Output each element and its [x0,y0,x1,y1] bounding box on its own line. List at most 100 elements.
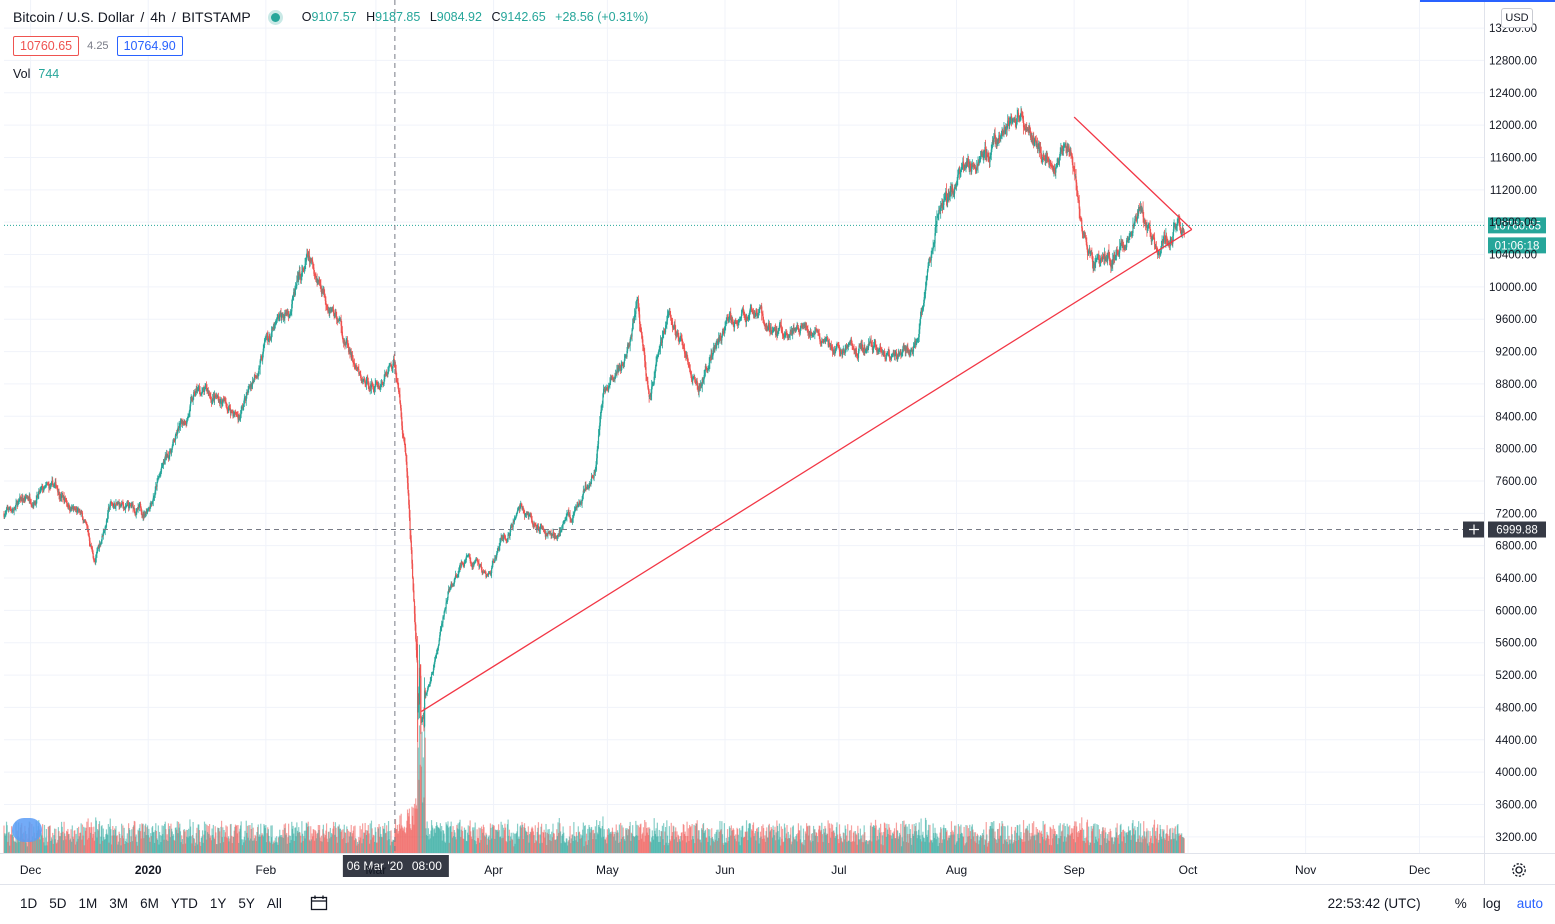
volume-bar [103,839,106,853]
volume-bar [874,828,876,853]
volume-bar [247,837,249,853]
volume-bar [1084,838,1086,853]
volume-bar [257,824,259,853]
candle-body [622,364,624,366]
candle-body [87,528,89,533]
volume-bar [494,838,496,853]
volume-bar [1123,836,1125,853]
volume-bar [241,839,243,853]
candle-body [551,534,553,536]
candle-body [609,377,612,383]
candle-body [428,685,430,687]
volume-bar [41,835,43,853]
candle-body [910,349,912,353]
volume-bar [842,842,844,853]
candle-body [83,520,85,522]
candle-body [328,310,330,314]
volume-bar [1141,842,1143,853]
volume-bar [562,826,564,853]
volume-bar [208,833,210,853]
volume-bar [988,841,990,853]
candle-body [872,349,874,351]
candle-body [60,495,63,499]
candle-body [384,374,386,380]
candle-body [879,346,881,350]
volume-bar [232,836,234,853]
volume-bar [570,843,572,853]
candle-body [682,341,684,346]
volume-bar [86,821,88,853]
volume-bar [313,829,315,853]
candle-body [460,562,462,567]
volume-bar [859,839,861,853]
volume-bar [220,820,223,853]
volume-bar [1030,836,1032,853]
volume-bar [666,820,668,853]
candle-body [334,314,336,316]
volume-bar [410,830,412,853]
volume-bar [4,835,6,853]
candle-body [286,311,288,314]
volume-bar [1107,834,1109,853]
volume-bar [824,825,826,853]
candle-body [866,348,868,350]
volume-bar [926,836,929,853]
candle-body [102,532,104,537]
volume-bar [1175,834,1177,853]
candle-body [649,396,651,397]
volume-bar [367,825,369,853]
volume-bar [689,824,691,853]
volume-bar [954,844,956,853]
volume-bar [390,830,392,853]
volume-bar [520,825,522,853]
volume-bar [808,825,810,853]
volume-bar [746,831,748,853]
volume-bar [406,820,408,853]
volume-bar [631,833,633,853]
volume-bar [960,824,962,853]
candle-body [351,354,354,359]
volume-bar [854,831,856,853]
candle-body [135,511,137,516]
volume-bar [243,836,245,853]
candle-body [397,382,399,388]
candle-body [613,378,615,380]
volume-bar [775,832,777,853]
candle-body [854,351,856,353]
candle-body [683,347,685,349]
candle-body [6,507,8,509]
candle-body [286,311,288,314]
volume-bar [979,836,981,853]
candle-body [239,418,241,420]
volume-bar [200,837,202,853]
volume-bar [876,840,878,853]
volume-bar [1102,827,1104,853]
volume-bar [670,822,672,853]
volume-bar [685,835,687,853]
volume-bar [91,837,94,853]
volume-bar [784,827,786,853]
candle-body [240,410,242,415]
volume-bar [1096,841,1099,853]
candle-body [823,339,825,341]
volume-bar [630,840,632,853]
candle-body [360,374,362,379]
candle-body [828,342,830,346]
volume-bar [369,823,371,853]
volume-bar [452,826,454,853]
candle-body [214,395,216,400]
volume-bar [561,835,563,853]
candle-body [741,310,743,314]
volume-bar [886,829,889,853]
volume-bar [859,828,861,853]
volume-bar [754,831,756,853]
volume-bar [166,834,168,853]
candle-body [270,337,272,339]
candle-body [665,324,667,326]
volume-bar [1179,833,1181,853]
volume-bar [389,831,391,853]
volume-bar [685,842,688,853]
candle-body [374,384,376,388]
candle-body [160,466,163,472]
